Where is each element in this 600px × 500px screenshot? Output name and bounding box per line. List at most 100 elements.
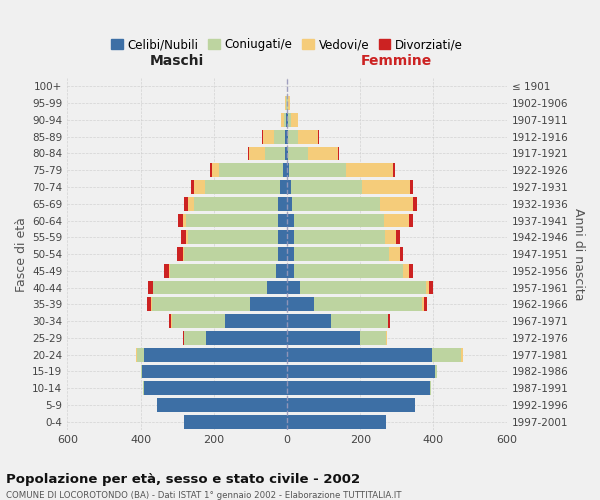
- Bar: [278, 247, 287, 261]
- Bar: [212, 164, 219, 177]
- Bar: [331, 314, 388, 328]
- Bar: [287, 130, 288, 143]
- Bar: [293, 214, 385, 228]
- Bar: [287, 264, 293, 278]
- Bar: [290, 113, 298, 127]
- Bar: [287, 164, 289, 177]
- Bar: [278, 214, 287, 228]
- Bar: [283, 164, 287, 177]
- Bar: [184, 247, 278, 261]
- Bar: [285, 146, 287, 160]
- Bar: [290, 180, 362, 194]
- Y-axis label: Fasce di età: Fasce di età: [15, 216, 28, 292]
- Bar: [426, 280, 429, 294]
- Bar: [293, 230, 385, 244]
- Bar: [263, 130, 274, 143]
- Bar: [280, 180, 287, 194]
- Bar: [461, 348, 463, 362]
- Bar: [287, 247, 293, 261]
- Bar: [431, 348, 461, 362]
- Bar: [400, 247, 403, 261]
- Bar: [205, 180, 280, 194]
- Bar: [436, 364, 437, 378]
- Bar: [281, 113, 284, 127]
- Bar: [276, 264, 287, 278]
- Bar: [287, 348, 431, 362]
- Bar: [388, 314, 390, 328]
- Bar: [219, 164, 283, 177]
- Bar: [210, 164, 212, 177]
- Bar: [409, 214, 413, 228]
- Bar: [169, 264, 170, 278]
- Bar: [157, 398, 287, 412]
- Text: Popolazione per età, sesso e stato civile - 2002: Popolazione per età, sesso e stato civil…: [6, 472, 360, 486]
- Bar: [287, 230, 293, 244]
- Bar: [429, 280, 433, 294]
- Bar: [346, 164, 393, 177]
- Bar: [385, 214, 409, 228]
- Bar: [293, 247, 389, 261]
- Bar: [191, 180, 194, 194]
- Bar: [293, 264, 403, 278]
- Bar: [338, 146, 340, 160]
- Bar: [424, 298, 427, 311]
- Y-axis label: Anni di nascita: Anni di nascita: [572, 208, 585, 300]
- Bar: [137, 348, 144, 362]
- Text: Femmine: Femmine: [361, 54, 433, 68]
- Bar: [287, 113, 288, 127]
- Bar: [287, 415, 386, 428]
- Bar: [147, 298, 151, 311]
- Bar: [144, 348, 287, 362]
- Bar: [393, 164, 395, 177]
- Bar: [300, 280, 426, 294]
- Bar: [143, 382, 144, 395]
- Bar: [169, 314, 171, 328]
- Bar: [183, 331, 184, 345]
- Bar: [284, 113, 286, 127]
- Bar: [184, 415, 287, 428]
- Bar: [288, 130, 298, 143]
- Bar: [142, 364, 287, 378]
- Bar: [154, 280, 267, 294]
- Bar: [136, 348, 137, 362]
- Bar: [285, 130, 287, 143]
- Bar: [170, 264, 276, 278]
- Bar: [194, 180, 205, 194]
- Bar: [287, 146, 288, 160]
- Bar: [206, 331, 287, 345]
- Bar: [182, 214, 186, 228]
- Bar: [286, 96, 287, 110]
- Bar: [314, 298, 422, 311]
- Bar: [278, 230, 287, 244]
- Bar: [396, 230, 400, 244]
- Bar: [287, 382, 430, 395]
- Bar: [287, 180, 290, 194]
- Bar: [265, 146, 285, 160]
- Bar: [386, 331, 388, 345]
- Text: COMUNE DI LOCOROTONDO (BA) - Dati ISTAT 1° gennaio 2002 - Elaborazione TUTTITALI: COMUNE DI LOCOROTONDO (BA) - Dati ISTAT …: [6, 491, 401, 500]
- Bar: [152, 298, 250, 311]
- Bar: [403, 264, 409, 278]
- Bar: [409, 264, 413, 278]
- Bar: [225, 314, 287, 328]
- Bar: [177, 247, 182, 261]
- Bar: [287, 364, 436, 378]
- Bar: [171, 314, 172, 328]
- Bar: [278, 197, 287, 210]
- Bar: [285, 96, 286, 110]
- Bar: [287, 298, 314, 311]
- Bar: [287, 197, 292, 210]
- Bar: [164, 264, 169, 278]
- Bar: [292, 197, 380, 210]
- Bar: [188, 230, 278, 244]
- Bar: [184, 331, 206, 345]
- Bar: [287, 314, 331, 328]
- Bar: [287, 398, 415, 412]
- Bar: [274, 130, 285, 143]
- Bar: [188, 197, 194, 210]
- Bar: [389, 247, 400, 261]
- Bar: [360, 331, 386, 345]
- Bar: [248, 146, 265, 160]
- Bar: [287, 331, 360, 345]
- Bar: [308, 146, 338, 160]
